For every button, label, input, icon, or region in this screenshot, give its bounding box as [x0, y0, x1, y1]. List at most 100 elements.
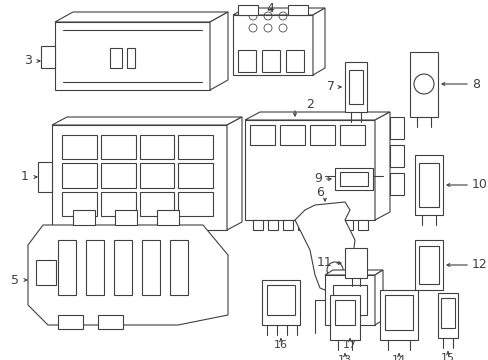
Bar [414, 240, 442, 290]
Text: 2: 2 [305, 98, 313, 111]
Bar [58, 315, 83, 329]
Bar [266, 285, 294, 315]
Text: 6: 6 [315, 185, 323, 198]
Text: 13: 13 [337, 355, 351, 360]
Bar [262, 280, 299, 325]
Bar [389, 173, 403, 195]
Text: 15: 15 [440, 353, 454, 360]
Text: 10: 10 [471, 179, 487, 192]
Bar [418, 163, 438, 207]
Bar [142, 240, 160, 295]
Bar [238, 50, 256, 72]
Bar [139, 192, 174, 216]
Bar [86, 240, 104, 295]
Bar [357, 220, 367, 230]
Bar [342, 220, 352, 230]
Polygon shape [52, 125, 226, 230]
Bar [114, 240, 132, 295]
Bar [334, 168, 372, 190]
Bar [267, 220, 278, 230]
Bar [249, 125, 274, 145]
Polygon shape [55, 12, 227, 22]
Bar [36, 260, 56, 285]
Bar [115, 210, 137, 225]
Bar [285, 50, 304, 72]
Polygon shape [232, 15, 312, 75]
Text: 12: 12 [471, 258, 487, 271]
Text: 14: 14 [391, 355, 405, 360]
Bar [238, 5, 258, 15]
Polygon shape [232, 8, 325, 15]
Bar [182, 230, 202, 242]
Text: 8: 8 [471, 77, 479, 90]
Bar [348, 70, 362, 104]
Polygon shape [374, 112, 389, 220]
Polygon shape [55, 22, 209, 90]
Text: 9: 9 [313, 172, 321, 185]
Bar [280, 125, 305, 145]
Text: 4: 4 [265, 1, 273, 14]
Bar [414, 155, 442, 215]
Bar [334, 300, 354, 325]
Bar [101, 192, 135, 216]
Bar [178, 135, 213, 159]
Text: 11: 11 [316, 256, 331, 270]
Polygon shape [226, 117, 242, 230]
Bar [327, 220, 337, 230]
Bar [178, 163, 213, 188]
Bar [384, 295, 412, 330]
Polygon shape [244, 112, 389, 120]
Bar [58, 240, 76, 295]
Bar [329, 295, 359, 340]
Bar [98, 315, 123, 329]
Text: 16: 16 [273, 340, 287, 350]
Bar [62, 135, 97, 159]
Polygon shape [28, 225, 227, 325]
Bar [252, 220, 263, 230]
Bar [339, 125, 364, 145]
Bar [127, 230, 147, 242]
Bar [309, 125, 334, 145]
Text: 5: 5 [11, 274, 19, 287]
Polygon shape [325, 275, 374, 325]
Bar [41, 46, 55, 68]
Polygon shape [374, 270, 382, 325]
Bar [73, 210, 95, 225]
Polygon shape [244, 120, 374, 220]
Bar [332, 285, 366, 315]
Bar [379, 290, 417, 340]
Text: 17: 17 [342, 340, 356, 350]
Bar [127, 48, 135, 68]
Bar [312, 220, 323, 230]
Text: 7: 7 [326, 81, 334, 94]
Bar [62, 192, 97, 216]
Text: 3: 3 [24, 54, 32, 68]
Bar [409, 52, 437, 117]
Bar [170, 240, 187, 295]
Text: 1: 1 [21, 171, 29, 184]
Bar [178, 192, 213, 216]
Bar [389, 117, 403, 139]
Bar [287, 5, 307, 15]
Bar [101, 135, 135, 159]
Bar [437, 293, 457, 338]
Bar [389, 145, 403, 167]
Bar [38, 162, 52, 192]
Bar [139, 135, 174, 159]
Polygon shape [52, 117, 242, 125]
Bar [139, 163, 174, 188]
Bar [262, 50, 280, 72]
Bar [101, 163, 135, 188]
Bar [72, 230, 92, 242]
Polygon shape [294, 202, 354, 292]
Bar [157, 210, 179, 225]
Bar [297, 220, 307, 230]
Polygon shape [312, 8, 325, 75]
Bar [418, 246, 438, 284]
Bar [345, 248, 366, 278]
Polygon shape [325, 270, 382, 275]
Bar [440, 298, 454, 328]
Polygon shape [209, 12, 227, 90]
Bar [345, 62, 366, 112]
Bar [283, 220, 292, 230]
